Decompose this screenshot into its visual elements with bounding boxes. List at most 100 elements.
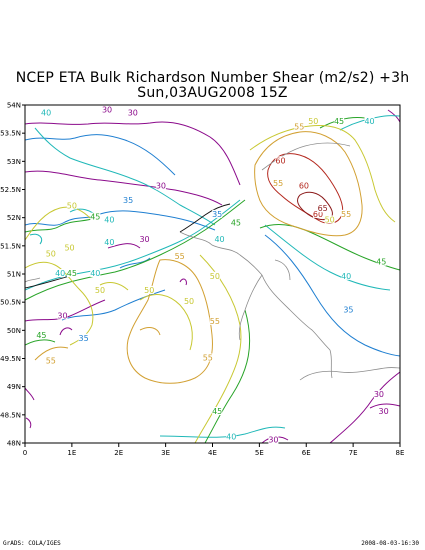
y-tick-label: 49N [7, 383, 21, 391]
x-tick-label: 1E [67, 449, 76, 457]
contour-label-bg [294, 122, 305, 131]
contour-50 [25, 125, 396, 443]
contour-label-bg [66, 269, 77, 277]
contour-label-55: 55 [46, 356, 56, 365]
contour-label-30: 30 [379, 407, 389, 416]
y-tick-label: 53.5N [0, 130, 21, 138]
contour-label-bg [312, 209, 323, 218]
contour-40 [25, 115, 400, 438]
contour-label-30: 30 [139, 235, 149, 244]
contour-label-50: 50 [67, 201, 77, 210]
y-tick-label: 51N [7, 271, 21, 279]
contour-label-30: 30 [374, 390, 384, 399]
contour-label-60: 60 [299, 182, 309, 191]
contour-label-bg [102, 105, 113, 114]
contour-label-50: 50 [325, 215, 335, 224]
contour-label-bg [41, 108, 52, 117]
contour-label-55: 55 [294, 123, 304, 132]
contour-label-bg [90, 269, 101, 277]
contour-label-bg [45, 249, 56, 258]
contour-label-bg [275, 156, 286, 165]
y-tick-label: 52.5N [0, 186, 21, 194]
contour-label-40: 40 [90, 269, 100, 278]
footer-timestamp: 2008-08-03-16:30 [361, 540, 419, 547]
contour-label-35: 35 [123, 196, 133, 205]
contour-label-bg [341, 209, 352, 218]
contour-label-40: 40 [341, 272, 351, 281]
contour-label-60: 60 [313, 210, 323, 219]
contour-label-40: 40 [226, 432, 236, 441]
contour-label-bg [202, 353, 213, 362]
y-tick-label: 50N [7, 327, 21, 335]
contour-label-bg [95, 285, 105, 294]
axis-ticks: 0 1E 2E 3E 4E 5E 6E 7E 8E 54N 53.5N 53N 52.5N 52N 51.5… [0, 102, 404, 458]
contour-label-bg [341, 271, 352, 280]
contour-label-45: 45 [376, 258, 386, 267]
contour-label-bg [57, 311, 68, 320]
y-tick-label: 53N [7, 158, 21, 166]
contour-label-40: 40 [104, 215, 114, 224]
contour-label-40: 40 [364, 117, 374, 126]
contour-label-50: 50 [95, 286, 105, 295]
contour-label-40: 40 [55, 269, 65, 278]
contour-label-bg [104, 238, 115, 247]
contour-label-bg [273, 178, 284, 187]
contour-label-bg [298, 181, 309, 190]
contour-label-bg [55, 269, 66, 277]
contour-label-bg [324, 215, 335, 224]
x-tick-label: 2E [114, 449, 123, 457]
contour-label-55: 55 [175, 252, 185, 261]
x-tick-label: 3E [161, 449, 170, 457]
contour-label-bg [127, 108, 138, 117]
x-tick-label: 4E [208, 449, 217, 457]
contour-label-60: 60 [275, 156, 285, 165]
x-tick-label: 0 [23, 449, 27, 457]
y-tick-label: 49.5N [0, 355, 21, 363]
contour-label-45: 45 [67, 269, 77, 278]
contour-label-bg [376, 257, 387, 266]
contour-label-bg [364, 116, 375, 125]
contour-label-35: 35 [343, 306, 353, 315]
contour-label-bg [144, 285, 155, 294]
x-tick-label: 6E [302, 449, 311, 457]
contour-label-bg [214, 235, 225, 244]
x-tick-label: 7E [349, 449, 358, 457]
contour-55 [34, 131, 363, 384]
contour-label-bg [78, 333, 89, 342]
contour-label-bg [36, 330, 47, 339]
contour-label-45: 45 [90, 213, 100, 222]
contour-label-50: 50 [184, 297, 194, 306]
y-tick-label: 51.5N [0, 242, 21, 250]
contour-labels: 30 30 30 30 30 30 30 30 35 35 35 35 40 40 40 40 40 40 40 40… [36, 105, 389, 445]
contour-label-bg [226, 432, 237, 441]
contour-label-bg [155, 181, 166, 190]
contour-label-bg [308, 116, 319, 125]
contour-label-bg [139, 235, 150, 244]
contour-label-30: 30 [102, 106, 112, 115]
contour-label-30: 30 [156, 182, 166, 191]
contour-label-55: 55 [203, 354, 213, 363]
contour-label-bg [378, 407, 389, 416]
contour-label-bg [209, 316, 220, 325]
contour-label-45: 45 [231, 218, 241, 227]
contour-label-55: 55 [273, 179, 283, 188]
contour-label-40: 40 [214, 235, 224, 244]
contour-label-45: 45 [334, 117, 344, 126]
contour-label-bg [268, 435, 279, 444]
contour-label-bg [184, 297, 195, 306]
contour-label-bg [45, 356, 56, 365]
contour-label-bg [317, 204, 328, 213]
contour-label-bg [64, 243, 75, 252]
contour-label-bg [212, 209, 223, 218]
contour-label-bg [174, 252, 185, 261]
y-tick-label: 48N [7, 440, 21, 448]
contour-label-bg [212, 407, 223, 416]
contour-label-40: 40 [41, 108, 51, 117]
contour-label-50: 50 [64, 244, 74, 253]
contour-label-bg [104, 215, 115, 224]
footer-credit: GrADS: COLA/IGES [3, 540, 61, 547]
contour-label-50: 50 [46, 249, 56, 258]
contour-label-45: 45 [212, 407, 222, 416]
contour-label-bg [66, 201, 77, 210]
